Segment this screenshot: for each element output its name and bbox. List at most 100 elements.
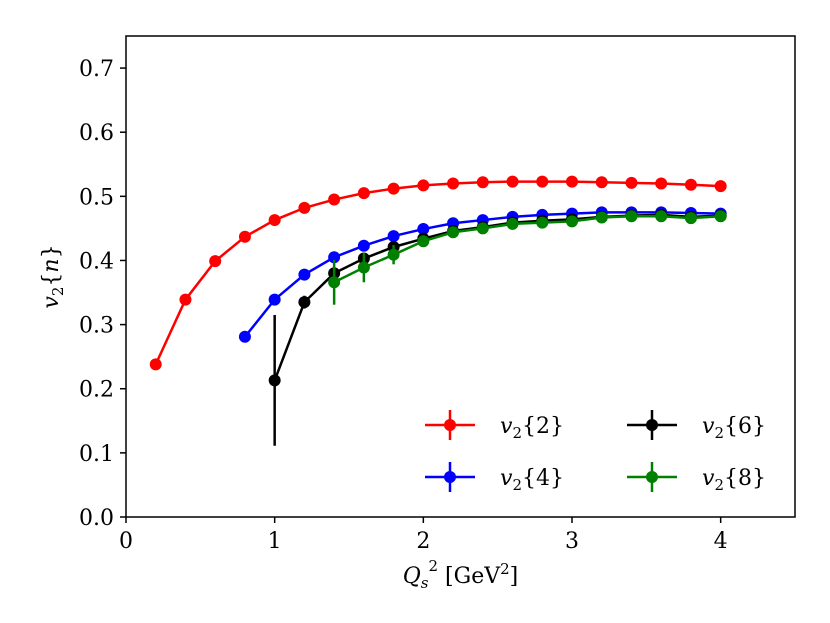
data-point [536, 175, 549, 188]
data-point [238, 230, 251, 243]
legend-marker [646, 419, 658, 431]
y-axis-label-part: 2 [49, 287, 67, 297]
series-3 [328, 210, 727, 305]
x-tick-label: 2 [416, 529, 430, 554]
series-line [273, 213, 721, 381]
data-point [268, 214, 281, 227]
x-axis-label-part: ] [510, 564, 519, 589]
data-point [655, 210, 668, 223]
data-point [655, 177, 668, 190]
y-axis-label-part: n [39, 258, 64, 272]
data-point [268, 293, 281, 306]
legend-label: v2{4} [500, 466, 564, 494]
data-point [595, 176, 608, 189]
legend-marker [444, 419, 456, 431]
plot-frame [125, 35, 796, 518]
data-point [328, 276, 341, 289]
x-axis-label-part: Q [403, 564, 421, 589]
legend-label-part: v [500, 466, 513, 491]
legend-marker [646, 471, 658, 483]
data-point [387, 182, 400, 195]
data-point [417, 179, 430, 192]
legend-label-part: v [702, 414, 715, 439]
y-tick-label: 0.5 [79, 185, 114, 210]
legend-label-part: {2} [522, 414, 564, 439]
y-tick-label: 0.4 [79, 249, 114, 274]
data-point [357, 239, 370, 252]
data-point [684, 178, 697, 191]
x-axis-label: Qs2 [GeV2] [403, 557, 519, 592]
data-point [268, 374, 281, 387]
data-point [149, 358, 162, 371]
legend-label: v2{2} [500, 414, 564, 442]
data-point [625, 176, 638, 189]
data-point [357, 261, 370, 274]
x-tick-label: 1 [268, 529, 282, 554]
data-point [209, 255, 222, 268]
y-tick-label: 0.2 [79, 378, 114, 403]
legend: v2{2} v2{6}v2{4} v2{8} [425, 410, 766, 494]
legend-entry: v2{4} [425, 462, 564, 494]
series-0 [149, 175, 727, 371]
data-point [566, 175, 578, 188]
data-point [357, 187, 370, 200]
legend-label-part: {4} [522, 466, 564, 491]
y-tick-label: 0.3 [79, 314, 114, 339]
x-axis-label-part: s [421, 574, 429, 592]
data-point [476, 222, 489, 235]
legend-label-part: v [500, 414, 513, 439]
legend-marker [444, 471, 456, 483]
data-point [238, 330, 251, 343]
y-axis-label-part: } [39, 244, 64, 258]
data-point [417, 235, 430, 248]
y-axis-label-part: v [39, 296, 64, 309]
y-tick-label: 0.6 [79, 121, 114, 146]
x-tick-label: 4 [714, 529, 728, 554]
x-tick-label: 0 [119, 529, 133, 554]
x-axis-label-part: 2 [429, 557, 439, 575]
data-point [447, 226, 460, 239]
plot-area [149, 175, 727, 446]
legend-label: v2{8} [702, 466, 766, 494]
y-tick-label: 0.0 [79, 506, 114, 531]
y-tick-label: 0.1 [79, 442, 114, 467]
data-point [506, 217, 519, 230]
legend-label: v2{6} [702, 414, 766, 442]
y-axis-label: v2{n} [39, 244, 67, 308]
legend-label-part: 2 [714, 476, 724, 494]
legend-label-part: 2 [512, 424, 522, 442]
legend-entry: v2{2} [425, 410, 564, 442]
legend-label-part: 2 [714, 424, 724, 442]
legend-label-part: {6} [724, 414, 766, 439]
legend-entry: v2{8} [627, 462, 766, 494]
data-point [714, 180, 727, 193]
data-point [417, 223, 430, 236]
data-point [625, 210, 638, 223]
data-point [506, 175, 519, 188]
data-point [328, 193, 341, 206]
legend-label-part: 2 [512, 476, 522, 494]
legend-label-part: v [702, 466, 715, 491]
data-point [476, 176, 489, 189]
x-tick-label: 3 [565, 529, 579, 554]
data-point [536, 216, 549, 229]
data-point [566, 215, 578, 228]
data-point [387, 248, 400, 261]
data-point [714, 210, 727, 223]
legend-label-part: {8} [724, 466, 766, 491]
data-point [447, 177, 460, 190]
data-point [328, 251, 341, 264]
y-axis-label-part: { [39, 273, 64, 287]
data-point [684, 212, 697, 225]
data-point [298, 268, 311, 281]
data-point [595, 211, 608, 224]
x-axis-label-part: [GeV [438, 564, 501, 589]
legend-entry: v2{6} [627, 410, 766, 442]
data-point [298, 296, 311, 309]
x-axis-label-part: 2 [500, 560, 510, 578]
data-point [387, 230, 400, 243]
y-tick-label: 0.7 [79, 57, 114, 82]
data-point [298, 201, 311, 214]
